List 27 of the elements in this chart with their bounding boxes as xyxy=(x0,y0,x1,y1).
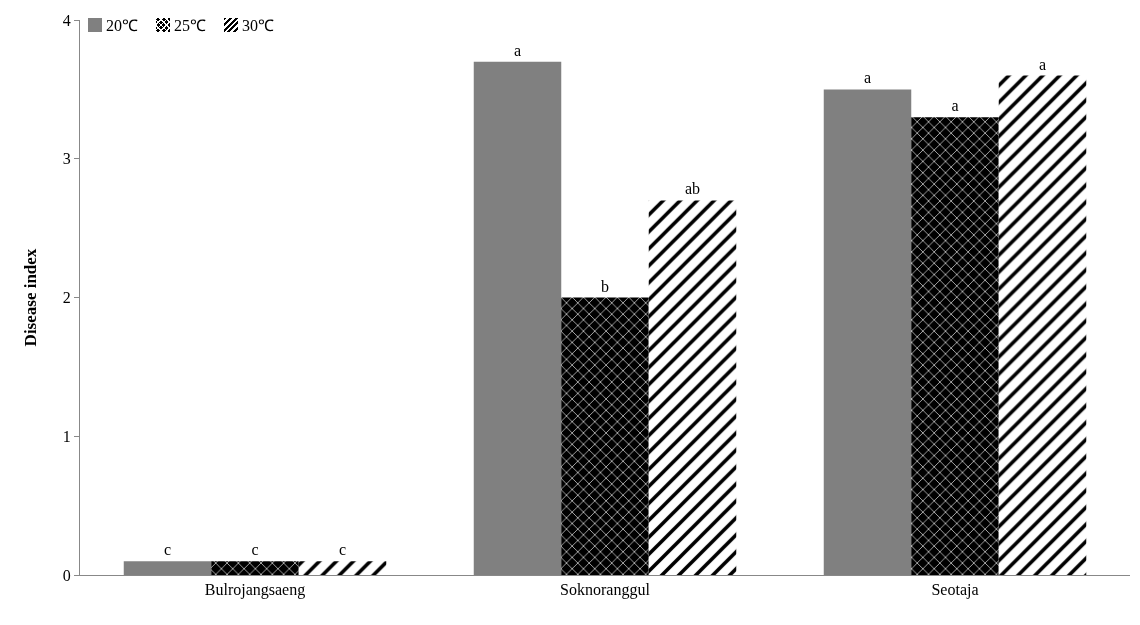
data-label: a xyxy=(513,41,522,59)
data-label: a xyxy=(951,97,959,115)
y-tick-label: 0 xyxy=(62,566,71,584)
y-tick-label: 1 xyxy=(62,427,71,445)
data-label: c xyxy=(163,541,172,559)
data-label: c xyxy=(251,541,259,559)
legend-label: 30℃ xyxy=(242,16,274,36)
legend-label: 20℃ xyxy=(106,16,138,36)
data-label: a xyxy=(1038,55,1047,73)
data-label: b xyxy=(601,277,609,295)
data-label: c xyxy=(338,541,347,559)
bar xyxy=(298,561,387,575)
x-tick-label: Seotaja xyxy=(931,581,979,600)
y-tick-label: 2 xyxy=(62,289,71,307)
bar xyxy=(998,75,1087,575)
data-label: ab xyxy=(684,180,701,198)
y-axis-title: Disease index xyxy=(21,248,40,347)
bar xyxy=(211,561,299,575)
bar xyxy=(911,117,999,575)
y-tick-label: 3 xyxy=(62,150,71,168)
bar xyxy=(648,200,737,575)
y-tick-label: 4 xyxy=(62,11,71,29)
data-label: a xyxy=(863,69,872,87)
x-tick-label: Soknoranggul xyxy=(560,581,651,600)
legend-label: 25℃ xyxy=(174,16,206,36)
bar xyxy=(561,297,649,575)
x-tick-label: Bulrojangsaeng xyxy=(204,581,306,600)
